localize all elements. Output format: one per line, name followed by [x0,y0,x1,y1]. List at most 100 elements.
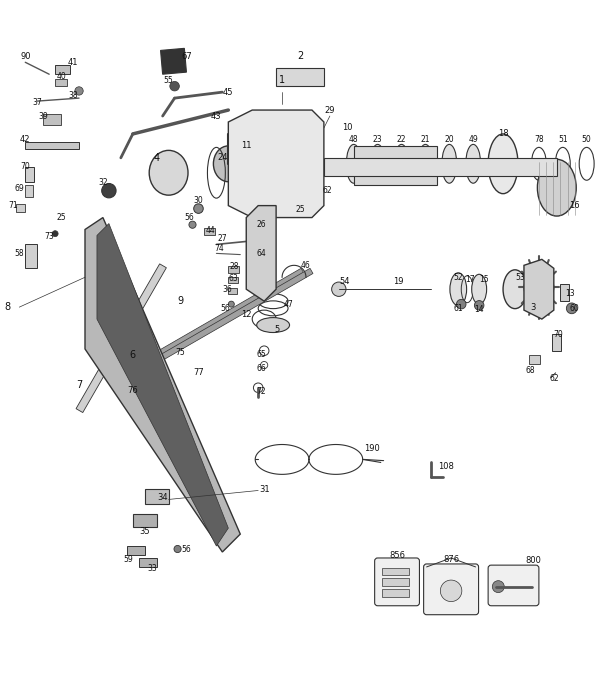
Text: 35: 35 [139,526,150,536]
Circle shape [170,82,179,91]
Text: 33: 33 [147,564,157,573]
Text: 62: 62 [549,374,559,384]
Bar [161,49,187,74]
Text: 48: 48 [349,135,359,144]
Ellipse shape [538,159,576,216]
Circle shape [493,581,504,592]
Text: 61: 61 [454,304,463,313]
Ellipse shape [149,150,188,195]
Text: 15: 15 [479,274,489,284]
Text: 17: 17 [466,274,475,284]
Bar [139,268,313,372]
FancyBboxPatch shape [488,565,539,606]
Text: 43: 43 [211,111,222,121]
Text: 77: 77 [193,368,204,377]
Text: 78: 78 [534,135,544,144]
Text: 28: 28 [230,262,239,271]
Circle shape [174,545,181,553]
Text: 19: 19 [393,277,404,286]
Text: 13: 13 [565,290,575,299]
Text: 71: 71 [8,201,18,210]
Circle shape [52,231,58,237]
Bar [25,166,34,182]
Text: 1: 1 [279,75,285,85]
Text: 800: 800 [525,556,541,565]
Bar [76,264,166,412]
Ellipse shape [418,144,433,183]
Bar [382,589,409,596]
Text: 62: 62 [322,186,332,195]
Text: 8: 8 [4,302,10,312]
Bar [16,204,25,212]
Text: 68: 68 [526,366,535,375]
Text: 24: 24 [217,153,227,162]
Text: 26: 26 [256,220,266,229]
Ellipse shape [488,134,518,193]
Polygon shape [97,224,229,546]
Circle shape [102,183,116,198]
Circle shape [457,299,466,309]
Ellipse shape [214,146,243,182]
Text: 73: 73 [44,232,54,241]
Text: 36: 36 [222,284,232,294]
Bar [25,245,37,268]
Text: 190: 190 [364,444,380,453]
Text: 40: 40 [56,71,66,80]
Bar [25,142,79,149]
Text: 37: 37 [32,98,42,106]
Bar [252,246,262,259]
Text: 39: 39 [38,111,48,121]
Text: 45: 45 [223,88,233,96]
Ellipse shape [257,317,290,332]
Ellipse shape [394,144,409,183]
Ellipse shape [370,144,385,183]
Text: 14: 14 [475,305,484,314]
Text: 70: 70 [20,162,30,171]
Text: 34: 34 [157,493,168,501]
Circle shape [566,303,577,313]
Bar [552,334,561,350]
Circle shape [75,87,83,95]
Text: 46: 46 [301,261,311,270]
Bar [324,158,557,176]
Text: 60: 60 [570,304,580,313]
Bar [229,277,238,283]
Text: 5: 5 [275,326,280,334]
Text: 30: 30 [194,196,203,206]
Text: 20: 20 [445,135,454,144]
Text: 11: 11 [241,142,251,150]
Ellipse shape [466,144,481,183]
Text: 4: 4 [154,153,160,163]
Text: 2: 2 [297,51,303,61]
Text: 49: 49 [469,135,478,144]
Bar [130,268,304,372]
Bar [55,79,67,86]
Text: 56: 56 [185,213,194,222]
Circle shape [229,301,235,307]
Ellipse shape [346,144,361,183]
Polygon shape [229,110,324,218]
Text: 59: 59 [124,555,133,564]
FancyBboxPatch shape [374,558,419,606]
Text: 25: 25 [295,205,305,214]
Text: 12: 12 [241,310,251,319]
Polygon shape [524,259,554,319]
Bar [529,355,540,364]
Text: 31: 31 [259,485,269,494]
Text: 51: 51 [558,135,568,144]
Bar [382,568,409,576]
Text: 76: 76 [127,386,138,395]
Text: 29: 29 [325,106,335,115]
Text: 23: 23 [373,135,382,144]
Bar [133,514,157,527]
Text: 69: 69 [14,185,24,193]
Ellipse shape [472,274,487,304]
Text: 42: 42 [20,135,31,144]
Text: 18: 18 [498,129,508,138]
Text: 3: 3 [530,303,536,311]
Text: 856: 856 [389,551,406,560]
Bar [145,489,169,504]
Text: 9: 9 [178,296,184,306]
Circle shape [440,580,462,602]
Polygon shape [246,206,276,301]
